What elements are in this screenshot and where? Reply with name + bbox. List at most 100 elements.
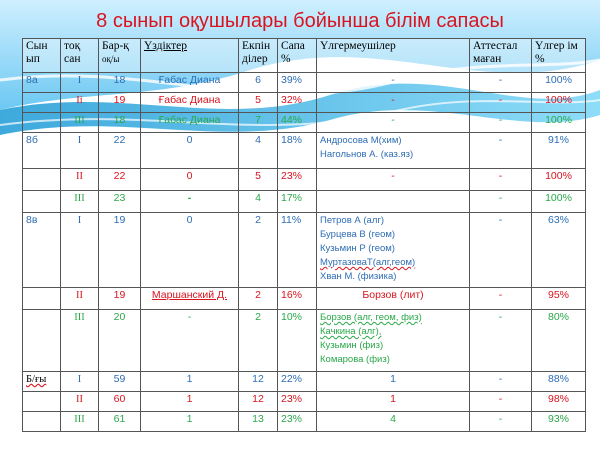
cell-term: ІІ: [60, 168, 99, 191]
cell-not-attested: -: [469, 371, 532, 392]
cell-not-attested: -: [469, 411, 532, 432]
cell-total: 18: [98, 72, 141, 93]
cell-quality: 44%: [277, 112, 317, 133]
cell-quality: 22%: [277, 371, 317, 392]
cell-total: 19: [98, 212, 141, 288]
cell-not-attested: -: [469, 112, 532, 133]
table-row: 8в І 19 0 2 11% Петров А (алг) Бурцева В…: [22, 212, 586, 288]
cell-good: 2: [238, 212, 278, 288]
cell-quality: 32%: [277, 92, 317, 113]
cell-failing: -: [316, 112, 470, 133]
cell-class: [22, 92, 61, 113]
student-name: Качкина (алг),: [320, 326, 382, 337]
cell-failing: Андросова М(хим) Нагольнов А. (каз.яз): [316, 132, 470, 169]
table-row: ІІ 22 0 5 23% - - 100%: [22, 168, 586, 191]
cell-quality: 39%: [277, 72, 317, 93]
student-name: Нагольнов А. (каз.яз): [320, 149, 414, 160]
cell-quality: 23%: [277, 411, 317, 432]
cell-class: [22, 411, 61, 432]
cell-not-attested: -: [469, 72, 532, 93]
table-row: 8а І 18 Ғабас Диана 6 39% - - 100%: [22, 72, 586, 93]
cell-total: 59: [98, 371, 141, 392]
cell-excellent: Ғабас Диана: [140, 72, 239, 93]
cell-good: 6: [238, 72, 278, 93]
cell-class: 8а: [22, 72, 61, 93]
cell-good: 5: [238, 92, 278, 113]
cell-total: 20: [98, 309, 141, 372]
cell-term: І: [60, 132, 99, 169]
cell-quality: 10%: [277, 309, 317, 372]
cell-term: І: [60, 212, 99, 288]
cell-class: [22, 112, 61, 133]
header-failing: Үлгермеушілер: [316, 38, 470, 73]
student-name: Борзов (алг, геом, физ): [320, 312, 422, 323]
cell-not-attested: -: [469, 168, 532, 191]
cell-term: ІІ: [60, 287, 99, 310]
table-row: ІІ 19 Маршанский Д. 2 16% Борзов (лит) -…: [22, 287, 586, 310]
cell-progress: 93%: [531, 411, 586, 432]
cell-quality: 23%: [277, 391, 317, 412]
cell-progress: 98%: [531, 391, 586, 412]
cell-term: І: [60, 371, 99, 392]
header-good: Екпін ділер: [238, 38, 278, 73]
cell-failing: -: [316, 92, 470, 113]
cell-excellent: 1: [140, 411, 239, 432]
cell-good: 12: [238, 391, 278, 412]
cell-quality: 23%: [277, 168, 317, 191]
cell-progress: 100%: [531, 190, 586, 213]
cell-progress: 91%: [531, 132, 586, 169]
cell-term: ІІІ: [60, 190, 99, 213]
cell-class: Б/ғы: [22, 371, 61, 392]
header-excellent: Үздіктер: [140, 38, 239, 73]
cell-excellent: Маршанский Д.: [140, 287, 239, 310]
cell-good: 4: [238, 190, 278, 213]
cell-progress: 63%: [531, 212, 586, 288]
cell-good: 13: [238, 411, 278, 432]
cell-total: 60: [98, 391, 141, 412]
cell-class: [22, 190, 61, 213]
cell-class: [22, 391, 61, 412]
cell-not-attested: -: [469, 287, 532, 310]
table-row: ІІІ 18 Ғабас Диана 7 44% - - 100%: [22, 112, 586, 133]
cell-excellent: Ғабас Диана: [140, 112, 239, 133]
cell-total: 19: [98, 92, 141, 113]
cell-quality: 11%: [277, 212, 317, 288]
cell-good: 5: [238, 168, 278, 191]
cell-good: 12: [238, 371, 278, 392]
cell-excellent: -: [140, 309, 239, 372]
header-quality: Сапа %: [277, 38, 317, 73]
cell-term: ІІІ: [60, 112, 99, 133]
cell-excellent: 0: [140, 212, 239, 288]
cell-not-attested: -: [469, 212, 532, 288]
cell-class: [22, 287, 61, 310]
page-title: 8 сынып оқушылары бойынша білім сапасы: [96, 10, 504, 32]
header-not-attested: Аттестал маған: [469, 38, 532, 73]
cell-failing: 1: [316, 371, 470, 392]
student-name: Хван М. (физика): [320, 271, 397, 282]
cell-good: 2: [238, 309, 278, 372]
cell-quality: 16%: [277, 287, 317, 310]
cell-term: Іі: [60, 92, 99, 113]
cell-excellent: Ғабас Диана: [140, 92, 239, 113]
cell-term: ІІІ: [60, 309, 99, 372]
cell-excellent: 1: [140, 391, 239, 412]
cell-excellent: 0: [140, 132, 239, 169]
cell-not-attested: -: [469, 309, 532, 372]
cell-progress: 100%: [531, 92, 586, 113]
header-class: Сын ып: [22, 38, 61, 73]
cell-good: 4: [238, 132, 278, 169]
cell-failing: -: [316, 72, 470, 93]
quality-table: Сын ып тоқ сан Бар-қ оқ/ы Үздіктер Екпін …: [22, 38, 586, 432]
cell-total: 23: [98, 190, 141, 213]
student-name: Андросова М(хим): [320, 135, 402, 146]
cell-not-attested: -: [469, 391, 532, 412]
table-row: 8б І 22 0 4 18% Андросова М(хим) Нагольно…: [22, 132, 586, 169]
cell-good: 7: [238, 112, 278, 133]
cell-good: 2: [238, 287, 278, 310]
table-row: Іі 19 Ғабас Диана 5 32% - - 100%: [22, 92, 586, 113]
header-total-line2: оқ/ы: [102, 54, 120, 64]
cell-excellent: 1: [140, 371, 239, 392]
cell-progress: 95%: [531, 287, 586, 310]
cell-not-attested: -: [469, 92, 532, 113]
cell-class: 8б: [22, 132, 61, 169]
